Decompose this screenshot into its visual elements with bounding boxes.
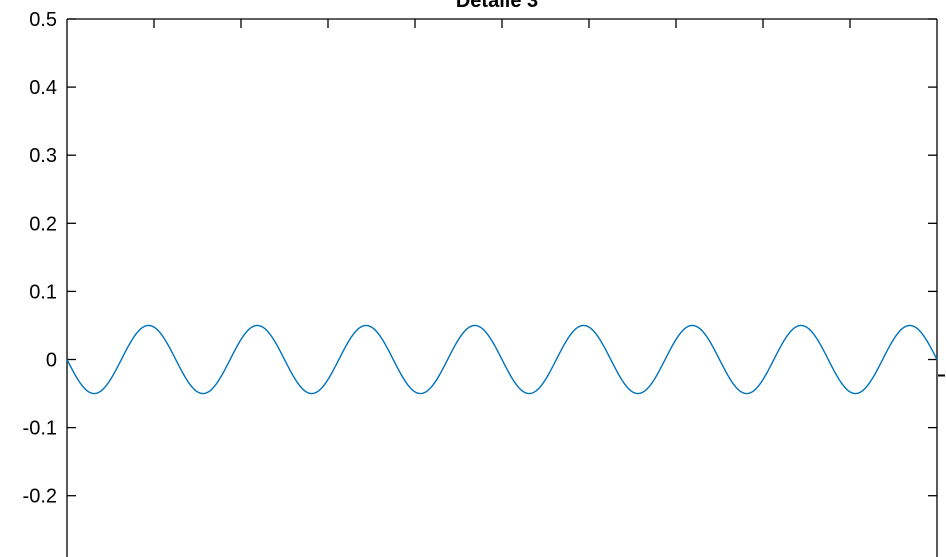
y-tick-label: 0.2: [29, 213, 57, 235]
ticks: [67, 18, 945, 497]
y-tick-label: 0: [46, 350, 57, 372]
y-tick-label: 0.1: [29, 281, 57, 303]
y-tick-label: -0.1: [23, 418, 57, 440]
chart-title: Detalle 3: [456, 0, 538, 12]
series-layer: [66, 324, 938, 395]
y-tick-label: 0.4: [29, 77, 57, 99]
y-tick-label: -0.2: [23, 486, 57, 508]
axes: [66, 18, 938, 557]
tick-labels: 0.5 0.4 0.3 0.2 0.1 0 -0.1 -0.2: [23, 9, 57, 508]
y-tick-label: 0.3: [29, 145, 57, 167]
y-tick-label: 0.5: [29, 9, 57, 31]
series-line-0: [66, 324, 938, 395]
